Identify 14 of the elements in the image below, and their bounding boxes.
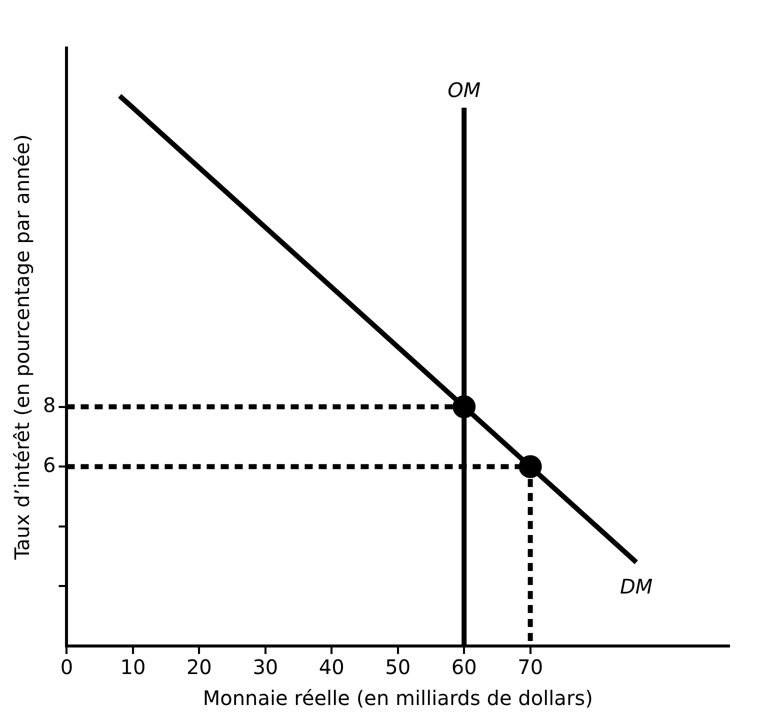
x-tick-label: 20 — [186, 655, 212, 680]
series-label: DM — [620, 574, 653, 598]
series-label: OM — [448, 78, 481, 102]
x-tick-label: 0 — [60, 655, 74, 680]
x-tick-label: 30 — [252, 655, 278, 680]
x-tick-label: 70 — [518, 655, 544, 680]
y-tick-label: 6 — [42, 452, 56, 477]
x-tick-label: 10 — [120, 655, 146, 680]
y-tick-label: 8 — [42, 393, 56, 418]
y-axis-title: Taux d’intérêt (en pourcentage par année) — [10, 134, 34, 561]
x-tick-label: 50 — [385, 655, 411, 680]
x-tick-label: 60 — [451, 655, 477, 680]
x-axis-title: Monnaie réelle (en milliards de dollars) — [202, 686, 593, 710]
x-tick-label: 40 — [318, 655, 344, 680]
